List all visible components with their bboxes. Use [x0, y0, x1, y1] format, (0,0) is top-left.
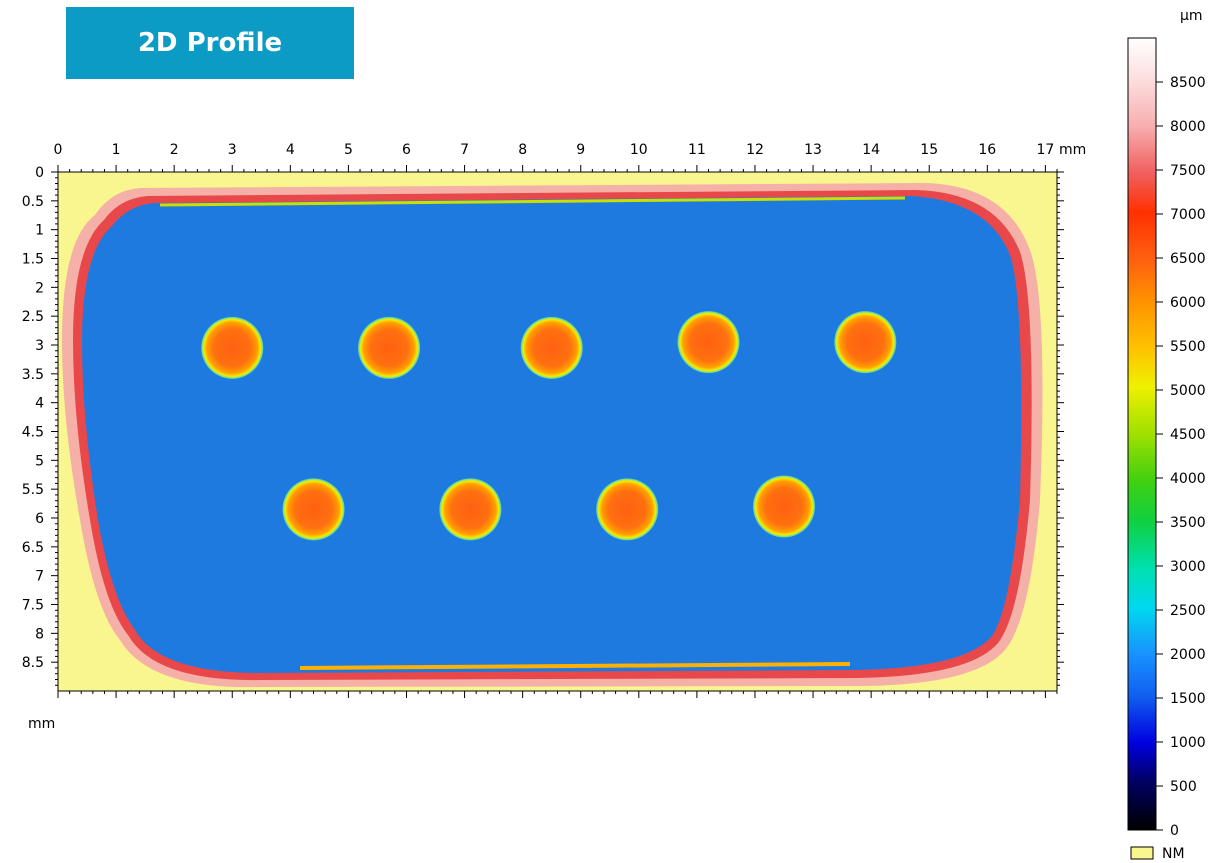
y-tick-label: 0 — [35, 165, 44, 181]
x-tick-label: 11 — [688, 142, 706, 158]
x-tick-label: 17 — [1036, 142, 1054, 158]
y-axis: 0 0.5 1 1.5 2 2.5 3 3.5 4 4.5 5 5.5 6 6.5 7 7.5 8 8.5 — [22, 165, 1064, 686]
feature-spot-5 — [834, 311, 897, 374]
feature-spot-8 — [596, 478, 659, 541]
colorbar-tick-label: 3500 — [1170, 515, 1206, 531]
colorbar — [1127, 37, 1157, 831]
colorbar-tick-label: 1500 — [1170, 691, 1206, 707]
feature-spot-2 — [358, 316, 421, 379]
nm-label: NM — [1162, 846, 1185, 862]
x-tick-label: 15 — [920, 142, 938, 158]
feature-spots — [201, 311, 897, 541]
y-tick-label: 4 — [35, 396, 44, 412]
colorbar-tick-label: 2500 — [1170, 603, 1206, 619]
colorbar-tick-label: 6500 — [1170, 251, 1206, 267]
colorbar-tick-label: 3000 — [1170, 559, 1206, 575]
x-tick-label: 13 — [804, 142, 822, 158]
x-tick-label: 2 — [170, 142, 179, 158]
profile-title-badge: 2D Profile — [66, 7, 354, 79]
colorbar-unit: µm — [1180, 8, 1203, 24]
y-tick-label: 6.5 — [22, 540, 44, 556]
nm-swatch — [1130, 846, 1154, 860]
x-tick-label: 8 — [518, 142, 527, 158]
feature-spot-7 — [439, 478, 502, 541]
top-fringe — [159, 196, 906, 207]
colorbar-tick-label: 8500 — [1170, 75, 1206, 91]
x-tick-label: 9 — [576, 142, 585, 158]
colorbar-ticks: 0 500 1000 1500 2000 2500 3000 3500 4000 4500 5000… — [1156, 75, 1206, 839]
feature-spot-9 — [753, 475, 816, 538]
x-axis: 0 1 2 3 4 5 6 7 8 9 10 11 12 13 14 15 16 17 — [54, 142, 1058, 698]
colorbar-tick-label: 8000 — [1170, 119, 1206, 135]
y-tick-label: 5.5 — [22, 482, 44, 498]
y-tick-label: 4.5 — [22, 425, 44, 441]
y-tick-label: 1 — [35, 223, 44, 239]
profile-title: 2D Profile — [137, 28, 283, 58]
colorbar-tick-label: 2000 — [1170, 647, 1206, 663]
y-tick-label: 3.5 — [22, 367, 44, 383]
colorbar-tick-label: 7500 — [1170, 163, 1206, 179]
y-tick-label: 5 — [35, 453, 44, 469]
feature-spot-4 — [677, 311, 740, 374]
colorbar-tick-label: 5000 — [1170, 383, 1206, 399]
y-tick-label: 8 — [35, 626, 44, 642]
x-tick-label: 14 — [862, 142, 880, 158]
y-axis-unit: mm — [28, 716, 55, 732]
feature-spot-1 — [201, 316, 264, 379]
x-axis-unit: mm — [1059, 142, 1086, 158]
x-tick-label: 7 — [460, 142, 469, 158]
x-tick-label: 6 — [402, 142, 411, 158]
x-tick-label: 4 — [286, 142, 295, 158]
colorbar-tick-label: 500 — [1170, 779, 1197, 795]
x-tick-label: 0 — [54, 142, 63, 158]
colorbar-tick-label: 7000 — [1170, 207, 1206, 223]
y-tick-label: 2.5 — [22, 309, 44, 325]
x-tick-label: 12 — [746, 142, 764, 158]
colorbar-tick-label: 6000 — [1170, 295, 1206, 311]
y-tick-label: 7.5 — [22, 598, 44, 614]
colorbar-tick-label: 4000 — [1170, 471, 1206, 487]
x-tick-label: 3 — [228, 142, 237, 158]
feature-spot-6 — [282, 478, 345, 541]
feature-spot-3 — [520, 316, 583, 379]
y-tick-label: 6 — [35, 511, 44, 527]
colorbar-tick-label: 4500 — [1170, 427, 1206, 443]
y-tick-label: 8.5 — [22, 655, 44, 671]
colorbar-tick-label: 0 — [1170, 823, 1179, 839]
y-tick-label: 3 — [35, 338, 44, 354]
bottom-fringe — [299, 662, 851, 670]
x-tick-label: 5 — [344, 142, 353, 158]
plot-frame — [57, 171, 1058, 692]
x-tick-label: 10 — [630, 142, 648, 158]
x-tick-label: 1 — [112, 142, 121, 158]
colorbar-tick-label: 5500 — [1170, 339, 1206, 355]
y-tick-label: 7 — [35, 569, 44, 585]
y-tick-label: 1.5 — [22, 252, 44, 268]
y-tick-label: 0.5 — [22, 194, 44, 210]
colorbar-tick-label: 1000 — [1170, 735, 1206, 751]
y-tick-label: 2 — [35, 280, 44, 296]
part-surface — [82, 196, 1022, 674]
x-tick-label: 16 — [978, 142, 996, 158]
